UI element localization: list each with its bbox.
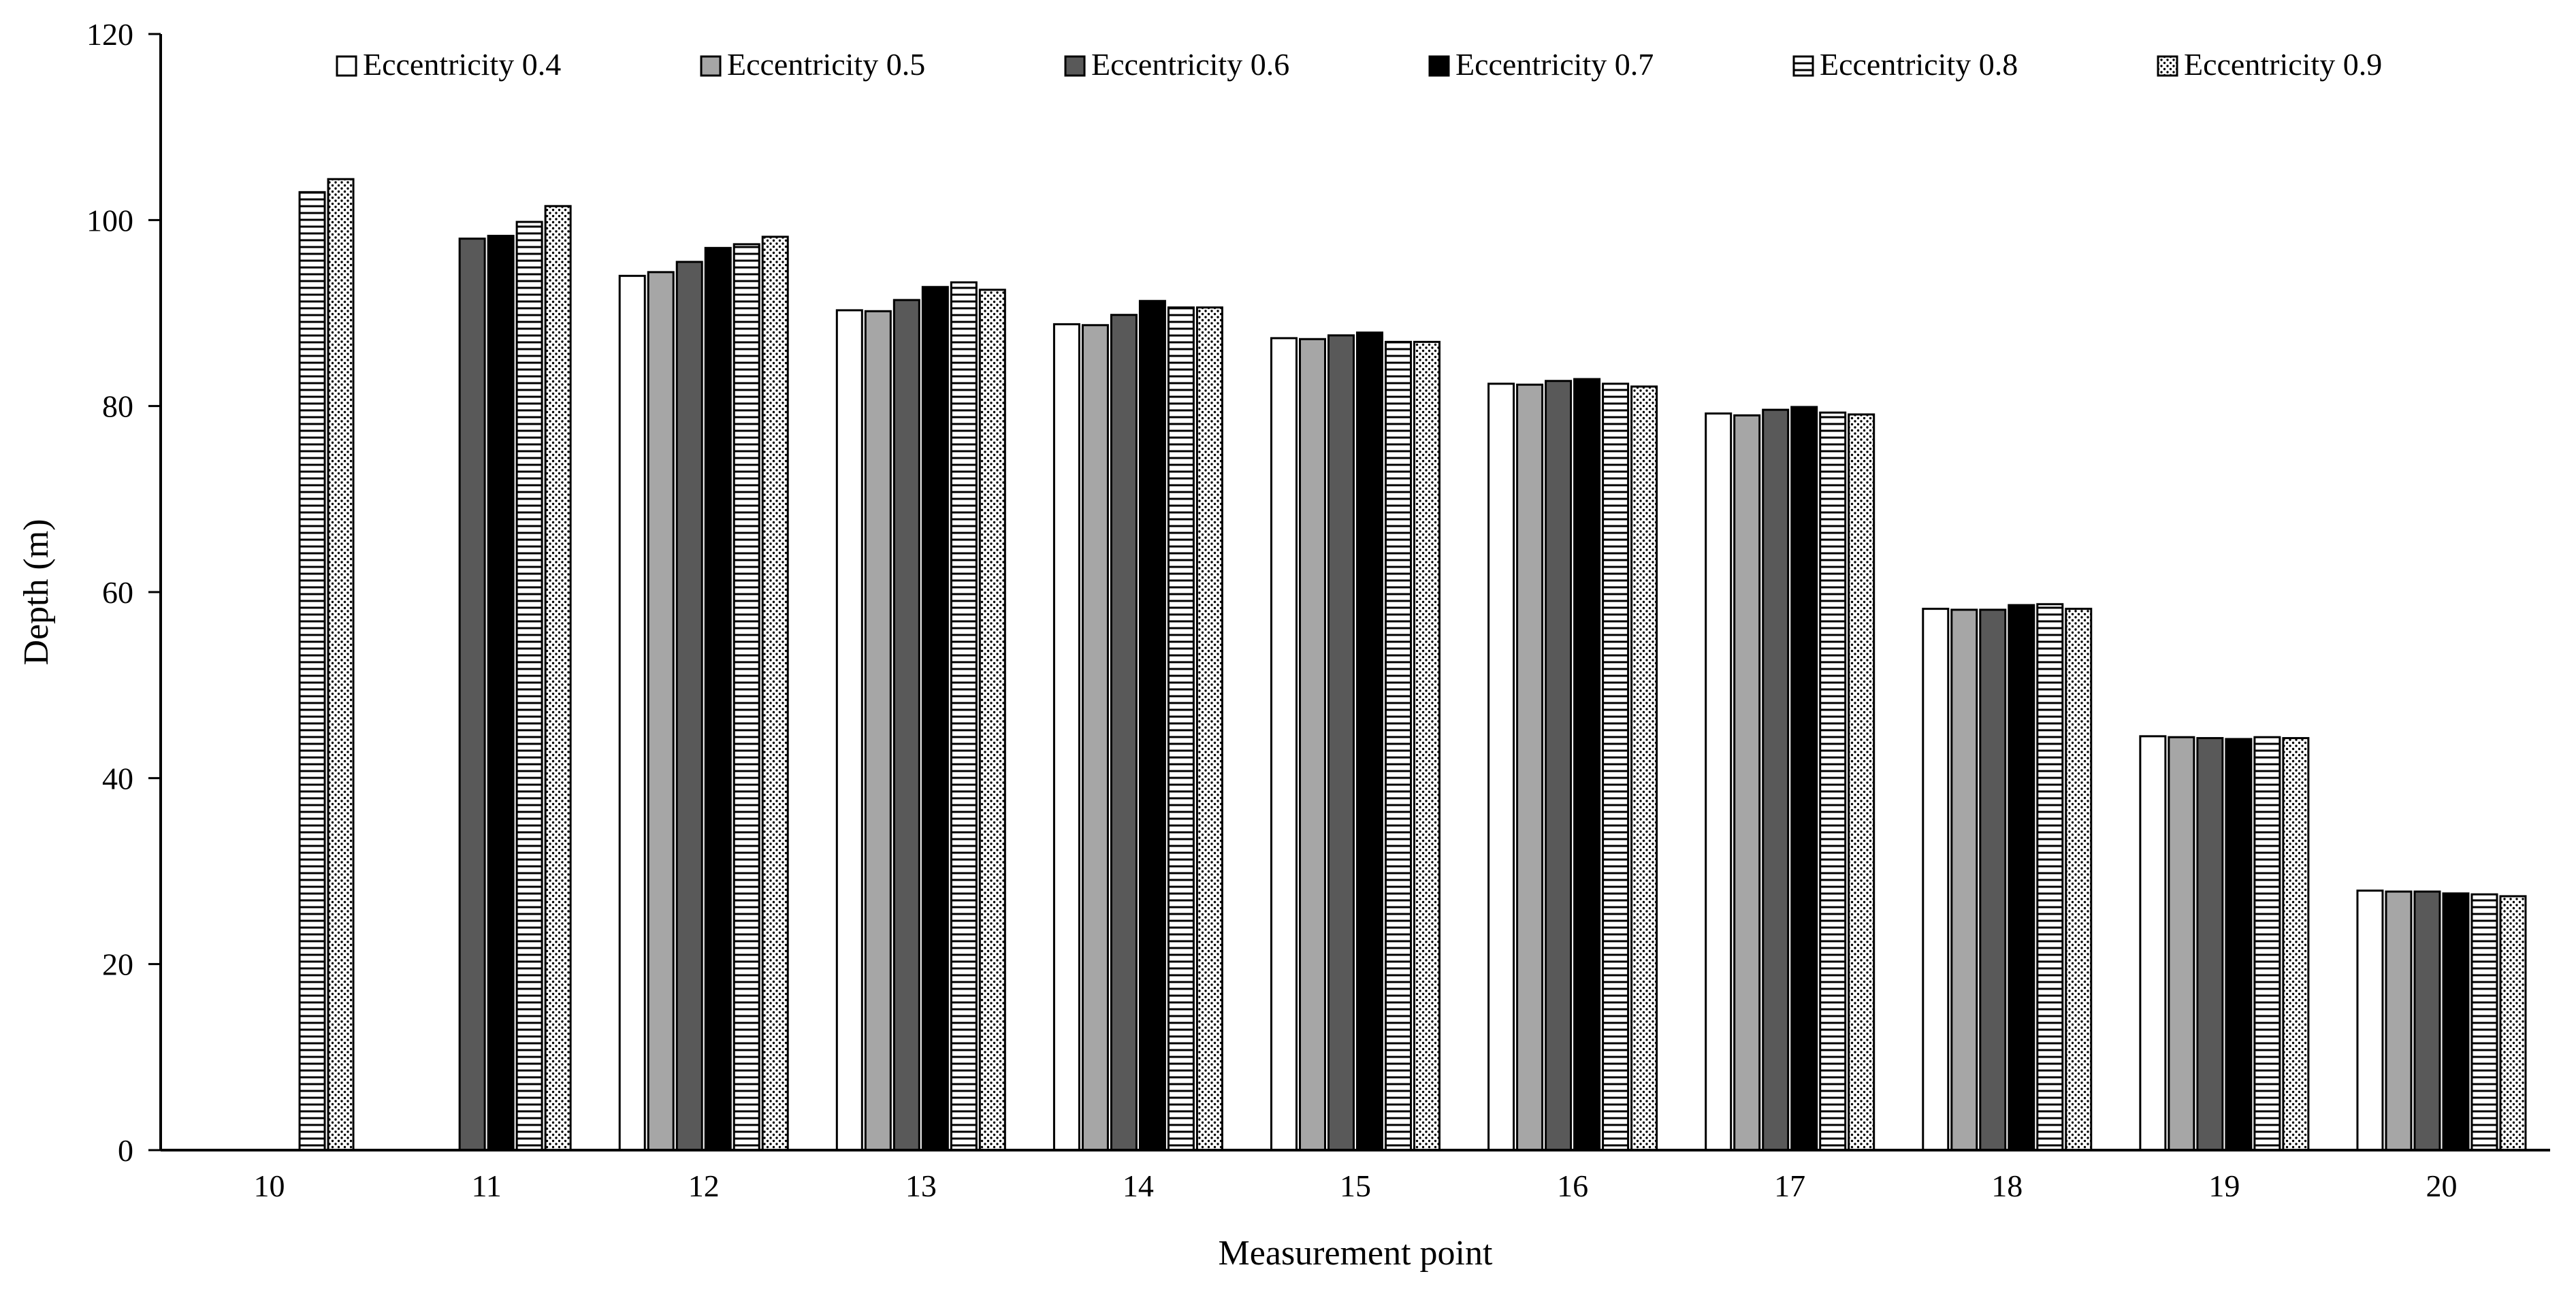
- bar: [2442, 892, 2470, 1151]
- bar: [1705, 412, 1733, 1151]
- bar: [2470, 893, 2498, 1151]
- legend-label: Eccentricity 0.7: [1455, 47, 1654, 82]
- bar: [2065, 608, 2093, 1151]
- bar: [2413, 890, 2441, 1151]
- bar: [544, 205, 572, 1151]
- bar: [2499, 895, 2527, 1151]
- bar: [1733, 414, 1761, 1151]
- y-tick-label: 80: [102, 389, 133, 424]
- x-tick-label: 16: [1557, 1169, 1588, 1203]
- bar: [2385, 890, 2413, 1151]
- bar: [1630, 385, 1658, 1151]
- y-tick-label: 0: [118, 1133, 133, 1168]
- bar: [1819, 411, 1847, 1151]
- legend-label: Eccentricity 0.4: [363, 47, 561, 82]
- bar: [1602, 382, 1630, 1151]
- bar: [2225, 738, 2253, 1151]
- bar: [864, 310, 892, 1151]
- y-tick-label: 40: [102, 761, 133, 796]
- bar: [675, 261, 703, 1151]
- bar: [1110, 314, 1138, 1151]
- bar: [487, 235, 515, 1151]
- x-tick-label: 20: [2426, 1169, 2457, 1203]
- bar: [2036, 603, 2064, 1151]
- bar: [2253, 736, 2281, 1151]
- x-tick-label: 17: [1774, 1169, 1805, 1203]
- bar: [1195, 306, 1223, 1151]
- y-axis-title: Depth (m): [17, 519, 56, 665]
- bar: [1052, 323, 1080, 1151]
- x-tick-label: 18: [1991, 1169, 2023, 1203]
- legend-label: Eccentricity 0.8: [1820, 47, 2018, 82]
- bar: [2356, 889, 2384, 1151]
- x-tick-label: 14: [1123, 1169, 1154, 1203]
- legend: Eccentricity 0.4 Eccentricity 0.5 Eccentri…: [336, 47, 2382, 82]
- x-ticks: 10 11 12 13 14 15 16 17 18 19 20: [254, 1169, 2458, 1203]
- bar: [1356, 331, 1383, 1151]
- legend-swatch: [336, 55, 357, 77]
- bar: [458, 238, 486, 1151]
- x-tick-label: 13: [905, 1169, 937, 1203]
- bar: [1385, 340, 1412, 1151]
- bars-group: [298, 178, 2527, 1151]
- legend-swatch: [1428, 55, 1450, 77]
- bar: [1138, 299, 1166, 1151]
- bar: [327, 178, 355, 1151]
- legend-swatch: [1064, 55, 1086, 77]
- bar: [2008, 604, 2035, 1151]
- legend-label: Eccentricity 0.9: [2184, 47, 2382, 82]
- y-tick-label: 120: [86, 17, 133, 52]
- bar: [1979, 608, 2007, 1151]
- legend-swatch: [2157, 55, 2178, 77]
- bar: [921, 286, 949, 1151]
- legend-label: Eccentricity 0.5: [727, 47, 925, 82]
- bar: [1413, 340, 1440, 1151]
- bar: [1762, 408, 1790, 1151]
- legend-swatch: [700, 55, 722, 77]
- legend-swatch: [1792, 55, 1814, 77]
- bar: [1848, 413, 1875, 1151]
- bar: [1516, 383, 1544, 1151]
- bar: [1790, 406, 1818, 1151]
- bar: [892, 299, 920, 1151]
- bar: [298, 191, 326, 1151]
- bar: [618, 274, 646, 1151]
- x-tick-label: 10: [254, 1169, 285, 1203]
- bar: [1487, 382, 1515, 1151]
- bar: [1545, 380, 1573, 1151]
- bar: [647, 271, 675, 1151]
- bar: [978, 289, 1006, 1151]
- x-tick-label: 12: [688, 1169, 720, 1203]
- bar: [1327, 334, 1355, 1151]
- bar: [2196, 737, 2224, 1151]
- bar: [1950, 608, 1978, 1151]
- bar: [2139, 735, 2167, 1151]
- bar: [1081, 324, 1109, 1151]
- x-axis-title: Measurement point: [1219, 1234, 1493, 1273]
- bar: [761, 235, 789, 1151]
- bar: [704, 246, 732, 1151]
- bar: [1299, 338, 1326, 1151]
- bar: [1167, 306, 1195, 1151]
- y-tick-label: 20: [102, 947, 133, 982]
- bar: [732, 243, 760, 1151]
- legend-label: Eccentricity 0.6: [1091, 47, 1289, 82]
- y-tick-label: 60: [102, 575, 133, 610]
- x-tick-label: 11: [471, 1169, 501, 1203]
- y-ticks: 0 20 40 60 80 100 120: [86, 17, 161, 1168]
- bar: [950, 281, 978, 1151]
- bar: [515, 220, 543, 1151]
- bar: [2168, 736, 2195, 1151]
- x-tick-label: 19: [2208, 1169, 2240, 1203]
- bar: [835, 309, 863, 1151]
- bar: [2282, 737, 2310, 1151]
- bar: [1270, 337, 1298, 1151]
- bar: [1922, 608, 1950, 1151]
- bar: [1573, 378, 1601, 1151]
- x-tick-label: 15: [1340, 1169, 1371, 1203]
- y-tick-label: 100: [86, 203, 133, 238]
